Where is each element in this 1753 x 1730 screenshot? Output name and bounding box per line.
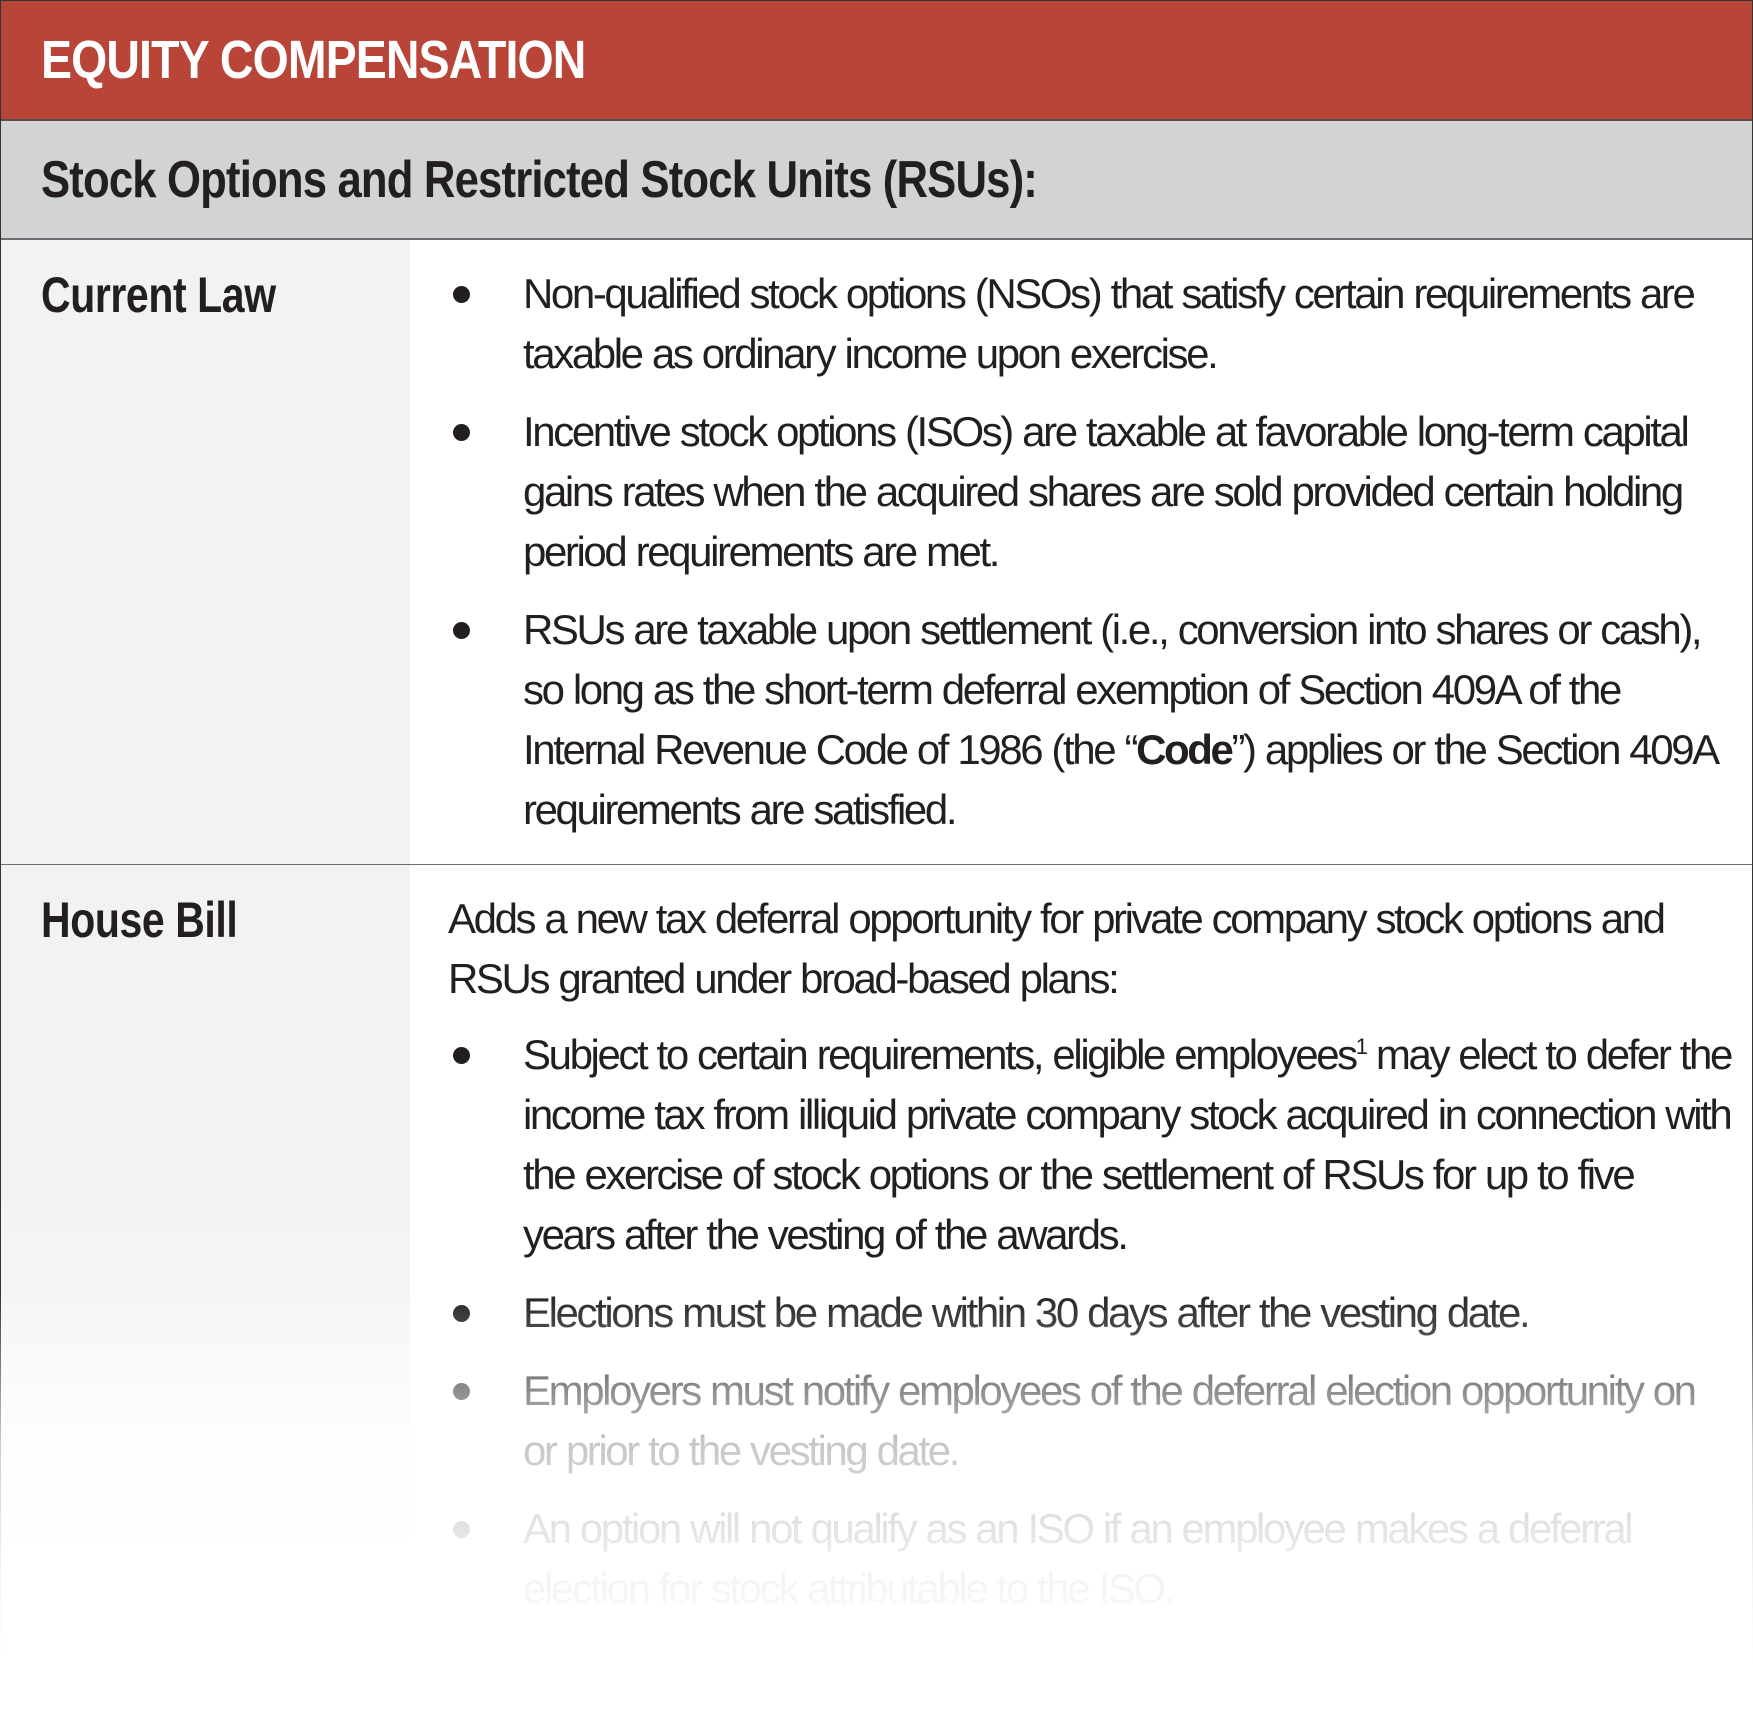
bullet-text: Non-qualified stock options (NSOs) that … xyxy=(523,270,1696,377)
current-law-row: Current Law Non-qualified stock options … xyxy=(1,240,1752,865)
bullet-list: Subject to certain requirements, eligibl… xyxy=(448,1025,1733,1619)
list-item: RSUs are taxable upon settlement (i.e., … xyxy=(448,600,1732,840)
house-bill-row: House Bill Adds a new tax deferral oppor… xyxy=(1,865,1752,1661)
footnote-ref: 1 xyxy=(1355,1034,1368,1059)
bullet-text: Subject to certain requirements, eligibl… xyxy=(523,1031,1358,1078)
house-bill-content: Adds a new tax deferral opportunity for … xyxy=(410,865,1752,1661)
intro-text: Adds a new tax deferral opportunity for … xyxy=(448,895,1666,1002)
bullet-text: may elect to defer the income tax from i… xyxy=(523,1031,1733,1258)
bullet-icon xyxy=(453,1521,470,1538)
list-item: Elections must be made within 30 days af… xyxy=(448,1283,1732,1343)
bullet-icon xyxy=(453,1383,470,1400)
row-label-cell: Current Law xyxy=(1,240,410,864)
list-item: Subject to certain requirements, eligibl… xyxy=(448,1025,1733,1265)
list-item: An option will not qualify as an ISO if … xyxy=(448,1499,1732,1619)
row-label-cell: House Bill xyxy=(1,865,410,1661)
bullet-icon xyxy=(453,1305,470,1322)
header-title: EQUITY COMPENSATION xyxy=(41,30,586,90)
bullet-text: RSUs are taxable upon settlement (i.e., … xyxy=(523,606,1703,773)
bullet-text: An option will not qualify as an ISO if … xyxy=(523,1505,1634,1612)
bullet-icon xyxy=(453,286,470,303)
table-header: EQUITY COMPENSATION xyxy=(1,1,1752,121)
list-item: Non-qualified stock options (NSOs) that … xyxy=(448,264,1732,384)
list-item: Employers must notify employees of the d… xyxy=(448,1361,1732,1481)
bullet-text: Incentive stock options (ISOs) are taxab… xyxy=(523,408,1690,575)
bullet-icon xyxy=(453,1047,470,1064)
subheader-title: Stock Options and Restricted Stock Units… xyxy=(41,150,1038,209)
bullet-text: ”) applies or the Section 409A requireme… xyxy=(523,726,1718,833)
bullet-list: Non-qualified stock options (NSOs) that … xyxy=(448,264,1732,840)
house-bill-label: House Bill xyxy=(41,892,238,948)
list-item: Incentive stock options (ISOs) are taxab… xyxy=(448,402,1732,582)
current-law-content: Non-qualified stock options (NSOs) that … xyxy=(410,240,1752,864)
bullet-text: Elections must be made within 30 days af… xyxy=(523,1289,1531,1336)
equity-compensation-table: EQUITY COMPENSATION Stock Options and Re… xyxy=(0,0,1753,1661)
current-law-label: Current Law xyxy=(41,267,276,323)
defined-term: Code xyxy=(1136,726,1234,773)
bullet-icon xyxy=(453,424,470,441)
section-subheader: Stock Options and Restricted Stock Units… xyxy=(1,121,1752,240)
bullet-icon xyxy=(453,622,470,639)
bullet-text: Employers must notify employees of the d… xyxy=(523,1367,1697,1474)
